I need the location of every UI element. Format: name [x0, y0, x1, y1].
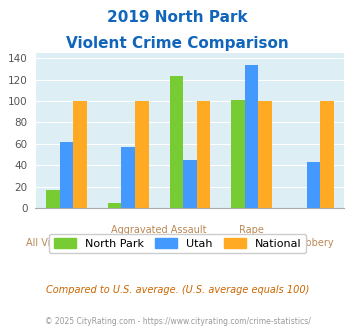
Bar [320, 101, 334, 208]
Text: Violent Crime Comparison: Violent Crime Comparison [66, 36, 289, 51]
Bar [121, 147, 135, 208]
Bar [108, 203, 121, 208]
Legend: North Park, Utah, National: North Park, Utah, National [49, 234, 306, 253]
Text: All Violent Crime: All Violent Crime [26, 239, 107, 248]
Text: Compared to U.S. average. (U.S. average equals 100): Compared to U.S. average. (U.S. average … [46, 285, 309, 295]
Text: 2019 North Park: 2019 North Park [107, 10, 248, 25]
Bar [231, 100, 245, 208]
Bar [197, 101, 210, 208]
Text: Robbery: Robbery [293, 239, 334, 248]
Bar [258, 101, 272, 208]
Bar [60, 142, 73, 208]
Bar [135, 101, 148, 208]
Bar [46, 190, 60, 208]
Text: Murder & Mans...: Murder & Mans... [117, 239, 201, 248]
Bar [170, 76, 183, 208]
Bar [307, 162, 320, 208]
Bar [183, 160, 197, 208]
Text: Rape: Rape [239, 225, 264, 235]
Bar [245, 65, 258, 208]
Bar [73, 101, 87, 208]
Text: Aggravated Assault: Aggravated Assault [111, 225, 207, 235]
Text: © 2025 CityRating.com - https://www.cityrating.com/crime-statistics/: © 2025 CityRating.com - https://www.city… [45, 317, 310, 326]
